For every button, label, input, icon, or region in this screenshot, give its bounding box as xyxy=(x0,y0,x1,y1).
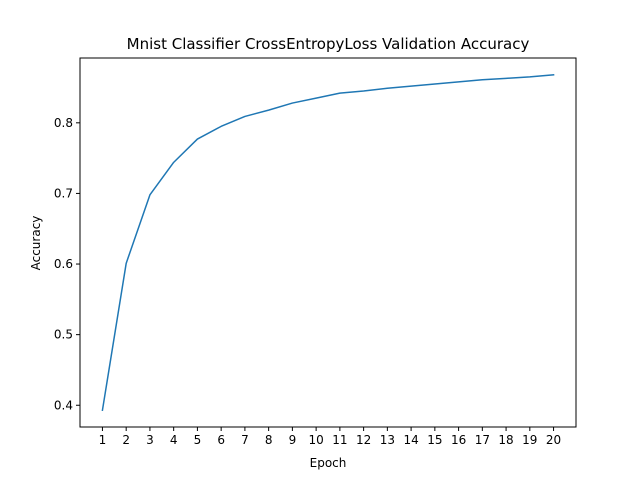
chart-title: Mnist Classifier CrossEntropyLoss Valida… xyxy=(127,35,530,53)
x-tick-label: 7 xyxy=(241,433,249,447)
y-axis-label: Accuracy xyxy=(29,216,43,271)
x-tick-label: 16 xyxy=(451,433,466,447)
x-tick-label: 15 xyxy=(427,433,442,447)
y-tick-label: 0.8 xyxy=(54,116,73,130)
x-axis-label: Epoch xyxy=(310,456,347,470)
x-tick-label: 4 xyxy=(170,433,178,447)
series-line xyxy=(101,73,555,412)
y-tick-label: 0.4 xyxy=(54,398,73,412)
x-tick-label: 2 xyxy=(122,433,130,447)
plot-area: 1 2 3 4 5 6 7 8 9 10 11 12 13 14 15 16 17 18 19 20 0.40.50.… xyxy=(54,57,577,447)
x-tick-label: 1 xyxy=(99,433,107,447)
x-tick-label: 19 xyxy=(522,433,537,447)
x-tick-label: 3 xyxy=(146,433,154,447)
x-tick-label: 20 xyxy=(546,433,561,447)
x-axis-ticks: 1 2 3 4 5 6 7 8 9 10 11 12 13 14 15 16 17 18 19 20 xyxy=(99,427,561,447)
x-tick-label: 11 xyxy=(332,433,347,447)
x-tick-label: 17 xyxy=(475,433,490,447)
x-tick-label: 14 xyxy=(403,433,418,447)
x-tick-label: 6 xyxy=(217,433,225,447)
plot-frame xyxy=(79,57,577,428)
x-tick-label: 10 xyxy=(308,433,323,447)
x-tick-label: 12 xyxy=(356,433,371,447)
x-tick-label: 8 xyxy=(265,433,273,447)
y-tick-label: 0.5 xyxy=(54,328,73,342)
y-axis-ticks: 0.4 0.5 0.6 0.7 0.8 xyxy=(54,116,80,412)
x-tick-label: 5 xyxy=(194,433,202,447)
x-tick-label: 9 xyxy=(289,433,297,447)
y-tick-label: 0.7 xyxy=(54,186,73,200)
series-layer xyxy=(101,73,555,412)
y-tick-label: 0.6 xyxy=(54,257,73,271)
x-tick-label: 18 xyxy=(498,433,513,447)
x-tick-label: 13 xyxy=(380,433,395,447)
